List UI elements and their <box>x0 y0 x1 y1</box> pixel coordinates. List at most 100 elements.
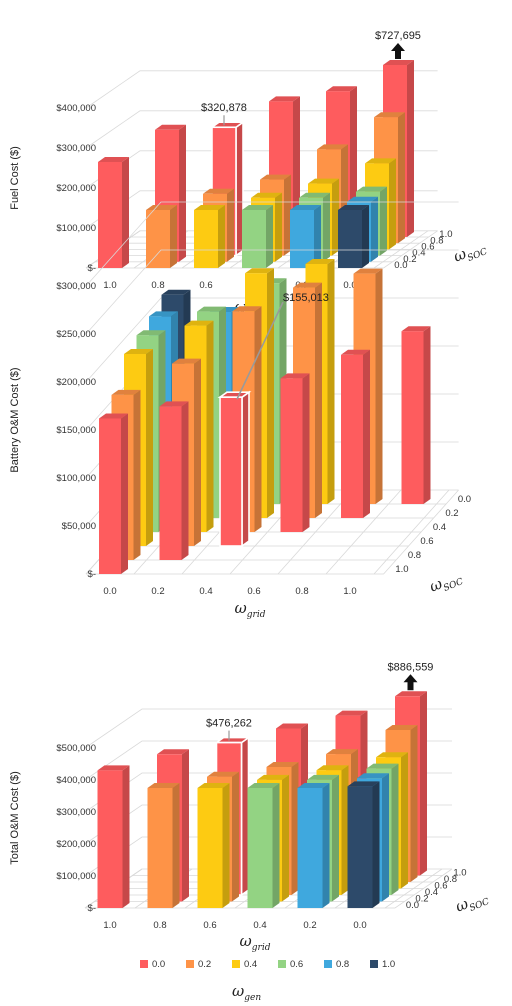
battery-om-cost-chart: $- $50,000 $100,000 $150,000 $200,000 $250,00… <box>9 201 471 620</box>
z-axis-label: ωSOC <box>453 887 491 919</box>
bar-side <box>254 306 262 532</box>
floor-gridline <box>277 489 354 575</box>
bar-top <box>307 774 339 780</box>
bar-top <box>338 205 369 210</box>
bar-top <box>232 306 262 312</box>
x-tick-label: 0.2 <box>151 586 164 597</box>
legend-title: ωgen <box>232 982 261 1003</box>
bar-top <box>257 774 289 780</box>
legend-label: 0.6 <box>290 959 303 970</box>
legend-swatch <box>324 960 332 968</box>
bar <box>290 205 321 268</box>
bar-side <box>363 349 370 518</box>
bar-top <box>251 192 282 198</box>
y-tick-label: $200,000 <box>56 839 96 850</box>
bar-side <box>266 205 273 268</box>
x-tick-label: 0.6 <box>199 280 212 291</box>
x-tick-label: 0.0 <box>353 920 366 931</box>
bar-side <box>401 752 408 889</box>
bar-side <box>182 749 189 902</box>
annotation-label: $476,262 <box>206 718 252 730</box>
x-tick-label: 0.2 <box>303 920 316 931</box>
bar-side <box>332 774 339 902</box>
bar-side <box>284 174 291 256</box>
bar-side <box>323 192 330 262</box>
y-axis-label: Battery O&M Cost ($) <box>9 367 21 472</box>
y-axis-label: Total O&M Cost ($) <box>9 771 21 865</box>
bar <box>98 157 129 268</box>
x-tick-label: 0.8 <box>153 920 166 931</box>
bar-side <box>398 112 405 244</box>
bar-side <box>206 320 214 532</box>
bar-top <box>98 157 129 162</box>
y-tick-label: $- <box>88 903 96 914</box>
z-tick-label: 0.0 <box>394 260 407 271</box>
bar-front <box>247 788 273 908</box>
legend-swatch <box>278 960 286 968</box>
bar <box>194 205 225 268</box>
legend-swatch <box>370 960 378 968</box>
bar <box>242 205 273 268</box>
y-tick-label: $- <box>88 569 96 580</box>
bar-side <box>315 282 322 518</box>
x-tick-label: 0.8 <box>295 586 308 597</box>
bar-top <box>326 86 357 92</box>
bar-top <box>184 320 214 326</box>
floor-gridline <box>373 230 429 269</box>
bar <box>97 765 130 908</box>
bar-top <box>395 691 427 697</box>
annotation-label: $886,559 <box>388 661 434 673</box>
bar-front <box>347 786 373 908</box>
bar <box>147 783 180 908</box>
bar-side <box>179 124 186 262</box>
x-axis-label: ωgrid <box>240 932 271 953</box>
z-tick-label: 1.0 <box>439 229 452 240</box>
bar-top <box>356 186 387 192</box>
bar-top <box>260 174 291 180</box>
bar-side <box>375 268 383 504</box>
bar-front <box>147 788 173 908</box>
gridline <box>85 249 459 335</box>
bar <box>197 783 230 908</box>
y-tick-label: $100,000 <box>56 473 96 484</box>
bar-side <box>314 205 321 268</box>
bar-side <box>322 783 330 908</box>
bar-side <box>146 349 153 546</box>
bar-top <box>347 781 380 787</box>
bar-top <box>326 749 358 755</box>
legend-swatch <box>140 960 148 968</box>
legend-item: 0.6 <box>278 959 303 970</box>
y-tick-label: $200,000 <box>56 377 96 388</box>
legend: 0.0 0.2 0.4 0.6 0.8 1.0 ωgen <box>140 959 395 1003</box>
bar-top <box>155 124 186 130</box>
bar-front <box>97 770 123 908</box>
legend-swatch <box>186 960 194 968</box>
x-tick-label: 0.0 <box>103 586 116 597</box>
bar-side <box>332 178 339 256</box>
bar-side <box>122 157 129 268</box>
bar-side <box>170 205 177 268</box>
bar-front <box>297 788 323 908</box>
bar-front <box>242 210 266 268</box>
bar-top <box>147 783 180 788</box>
bar-top <box>99 413 128 419</box>
z-tick-label: 0.4 <box>412 248 425 259</box>
y-tick-label: $300,000 <box>56 807 96 818</box>
bar-side <box>407 60 414 237</box>
x-axis-label: ωgrid <box>235 599 266 620</box>
bar-top <box>111 389 141 395</box>
z-tick-label: 0.2 <box>403 254 416 265</box>
z-tick-label: 0.4 <box>425 887 438 898</box>
bar-top <box>242 205 273 210</box>
bar-front <box>290 210 314 268</box>
bar-side <box>227 188 234 262</box>
y-tick-label: $100,000 <box>56 871 96 882</box>
bar-side <box>302 373 310 532</box>
bar-top <box>266 762 299 767</box>
bar-side <box>121 413 128 574</box>
bar-top <box>357 773 389 779</box>
x-tick-label: 0.6 <box>203 920 216 931</box>
bar-top <box>401 326 431 332</box>
bar-top <box>347 196 378 202</box>
x-tick-label: 0.4 <box>199 586 212 597</box>
